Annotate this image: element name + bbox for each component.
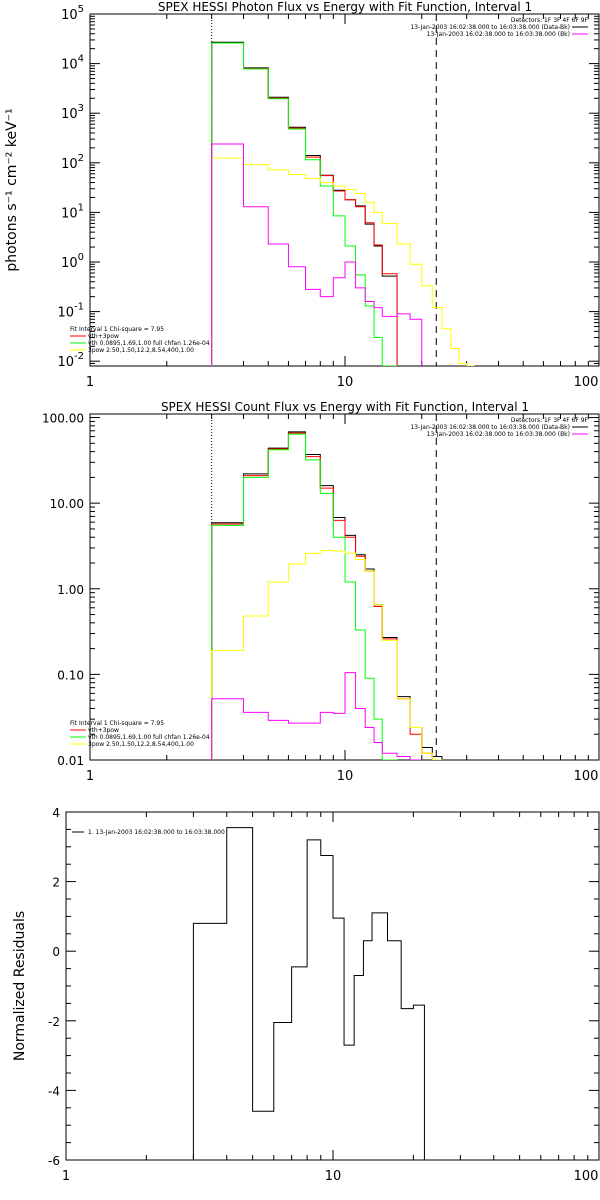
- y-tick-label: 100.00: [42, 412, 84, 426]
- x-tick-label: 10: [337, 769, 354, 784]
- y-tick-label: 101: [61, 202, 84, 221]
- x-tick-label: 100: [574, 375, 599, 390]
- y-tick-label: 1.00: [57, 583, 84, 597]
- x-tick-label: 10: [325, 1169, 342, 1184]
- legend-bottom-left-entry: vth 0.0895,1.69,1.00 full chfan 1.26e-04: [88, 340, 210, 347]
- y-tick-label: -4: [48, 1084, 60, 1098]
- y-tick-exponent: 3: [78, 103, 84, 114]
- plot-area: [211, 14, 475, 366]
- series-3-histogram: [211, 157, 475, 366]
- y-tick-label: 10.00: [50, 497, 84, 511]
- legend-top-right-entry: Detectors: 1F 3F 4F 6F 9F: [511, 417, 589, 424]
- y-tick-label: 102: [61, 153, 84, 172]
- y-axis-label: photons s⁻¹ cm⁻² keV⁻¹: [4, 108, 20, 271]
- legend-top-right-entry: Detectors: 1F 3F 4F 6F 9F: [511, 17, 589, 24]
- y-tick-base: 10: [61, 256, 78, 271]
- legend-bottom-left-entry: vth 0.0895,1.69,1.00 full chfan 1.26e-04: [88, 734, 210, 741]
- y-tick-exponent: 0: [78, 252, 84, 263]
- series-4-histogram: [211, 672, 423, 760]
- y-tick-exponent: 4: [78, 54, 84, 65]
- y-tick-label: 4: [52, 806, 60, 820]
- x-tick-label: 10: [337, 375, 354, 390]
- plot-area: [192, 827, 425, 1160]
- legend-bottom-left-entry: vth+3pow: [88, 333, 119, 340]
- x-tick-label: 100: [574, 1169, 599, 1184]
- x-tick-label: 1: [86, 769, 94, 784]
- y-tick-label: 103: [61, 103, 84, 122]
- y-tick-label: 105: [61, 4, 84, 23]
- photon-flux-title: SPEX HESSI Photon Flux vs Energy with Fi…: [158, 0, 532, 14]
- x-tick-label: 1: [62, 1169, 70, 1184]
- y-axis-label: Normalized Residuals: [12, 911, 28, 1061]
- legend-bottom-left-entry: Fit Interval 1 Chi-square = 7.95: [70, 720, 164, 727]
- series-3-histogram: [211, 549, 443, 760]
- legend-top-right-entry: 13-Jan-2003 16:02:38.000 to 16:03:38.000…: [410, 424, 570, 431]
- photon-flux-panel: SPEX HESSI Photon Flux vs Energy with Fi…: [4, 0, 600, 390]
- x-tick-label: 1: [86, 375, 94, 390]
- legend-top-left-entry: 1. 13-Jan-2003 16:02:38.000 to 16:03:38.…: [88, 829, 225, 836]
- y-tick-exponent: 2: [78, 153, 84, 164]
- y-tick-label: -2: [48, 1015, 60, 1029]
- y-tick-exponent: 1: [78, 202, 84, 213]
- legend-top-right-entry: 13-Jan-2003 16:02:38.000 to 16:03:38.000…: [410, 24, 570, 31]
- count-flux-title: SPEX HESSI Count Flux vs Energy with Fit…: [161, 400, 529, 414]
- y-tick-exponent: -2: [74, 351, 84, 362]
- legend-bottom-left-entry: Fit Interval 1 Chi-square = 7.95: [70, 326, 164, 333]
- y-tick-base: 10: [57, 355, 74, 370]
- series-2-histogram: [211, 42, 398, 366]
- x-tick-label: 100: [574, 769, 599, 784]
- y-tick-base: 10: [61, 107, 78, 122]
- legend-bottom-left-entry: 3pow 2.50,1.50,12.2,8.54,400,1.00: [88, 347, 194, 354]
- y-tick-base: 10: [61, 58, 78, 73]
- legend-bottom-left-entry: 3pow 2.50,1.50,12.2,8.54,400,1.00: [88, 741, 194, 748]
- y-tick-label: 104: [61, 54, 84, 73]
- y-tick-base: 10: [57, 306, 74, 321]
- legend-top-right-entry: 13-Jan-2003 16:02:38.000 to 16:03:38.000…: [427, 431, 570, 438]
- y-tick-label: 2: [52, 876, 60, 890]
- y-tick-label: 0: [52, 945, 60, 959]
- y-tick-label: -6: [48, 1154, 60, 1168]
- y-tick-label: 10-2: [57, 351, 84, 370]
- residuals-panel: 1 10 100 -6 -4 -2 0 2 4 Normalized Residuals 1. 13…: [12, 806, 600, 1184]
- y-tick-base: 10: [61, 206, 78, 221]
- count-flux-panel: SPEX HESSI Count Flux vs Energy with Fit…: [42, 400, 600, 784]
- y-tick-label: 0.01: [57, 754, 84, 768]
- y-tick-base: 10: [61, 157, 78, 172]
- y-tick-label: 0.10: [57, 668, 84, 682]
- y-tick-exponent: -1: [74, 302, 84, 313]
- series-4-histogram: [211, 143, 423, 366]
- series-2-histogram: [211, 433, 398, 760]
- plot-area: [211, 414, 443, 760]
- y-tick-base: 10: [61, 8, 78, 23]
- y-tick-label: 10-1: [57, 302, 84, 321]
- y-tick-label: 100: [61, 252, 84, 271]
- series-0-histogram: [211, 41, 398, 366]
- legend-bottom-left-entry: vth+3pow: [88, 727, 119, 734]
- series-0-histogram: [192, 827, 425, 1160]
- legend-top-right-entry: 13-Jan-2003 16:02:38.000 to 16:03:38.000…: [427, 31, 570, 38]
- y-tick-exponent: 5: [78, 4, 84, 15]
